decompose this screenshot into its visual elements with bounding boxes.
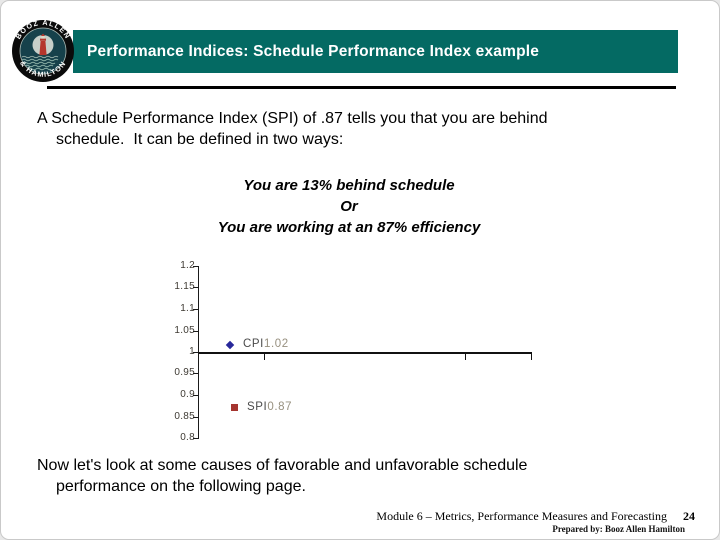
cpi-spi-chart: 1.2 1.15 1.1 1.05 1 0.95 0.9 0.85 0.8 CP… [151, 259, 551, 449]
y-tick-mark [193, 395, 198, 396]
quote-line: You are working at an 87% efficiency [217, 219, 481, 236]
x-tick-mark [264, 354, 265, 360]
x-axis-line [198, 352, 532, 354]
header-divider-rule [47, 86, 676, 89]
y-tick-mark [193, 352, 198, 353]
quote-line: Or [340, 198, 358, 215]
spi-data-point-marker [231, 404, 238, 411]
closing-paragraph: Now let's look at some causes of favorab… [37, 455, 527, 497]
spi-value: 0.87 [267, 401, 293, 413]
y-tick-label: 0.85 [174, 411, 195, 422]
cpi-series-name: CPI [243, 338, 264, 350]
y-tick-label: 0.8 [180, 432, 195, 443]
footer-module-title: Module 6 – Metrics, Performance Measures… [376, 509, 667, 523]
intro-paragraph-line: schedule. It can be defined in two ways: [56, 131, 344, 148]
y-tick-mark [193, 266, 198, 267]
slide-title: Performance Indices: Schedule Performanc… [87, 42, 540, 60]
booz-allen-hamilton-logo: BOOZ ALLEN & HAMILTON [12, 20, 74, 82]
lighthouse-icon [37, 33, 49, 58]
closing-paragraph-line: Now let's look at some causes of favorab… [37, 457, 528, 474]
y-tick-label: 1.1 [180, 303, 195, 314]
definition-quote-block: You are 13% behind schedule Or You are w… [99, 175, 599, 238]
y-tick-label: 0.95 [174, 367, 195, 378]
cpi-data-point-marker [225, 340, 235, 350]
spi-series-name: SPI [247, 401, 268, 413]
footer-page-number: 24 [683, 509, 695, 523]
cpi-data-label: CPI1.02 [243, 338, 289, 350]
spi-data-label: SPI0.87 [247, 401, 292, 413]
y-tick-mark [193, 438, 198, 439]
y-tick-mark [193, 287, 198, 288]
x-tick-mark [465, 354, 466, 360]
y-tick-mark [193, 373, 198, 374]
slide-title-bar: Performance Indices: Schedule Performanc… [73, 30, 678, 73]
y-tick-mark [193, 309, 198, 310]
y-tick-label: 1.15 [174, 281, 195, 292]
logo-waves [21, 55, 59, 71]
y-tick-mark [193, 331, 198, 332]
y-tick-mark [193, 417, 198, 418]
closing-paragraph-line: performance on the following page. [56, 478, 306, 495]
intro-paragraph: A Schedule Performance Index (SPI) of .8… [37, 108, 548, 150]
quote-line: You are 13% behind schedule [243, 177, 455, 194]
footer-prepared-by: Prepared by: Booz Allen Hamilton [552, 524, 685, 534]
y-tick-label: 1.2 [180, 260, 195, 271]
cpi-value: 1.02 [263, 338, 289, 350]
y-tick-label: 0.9 [180, 389, 195, 400]
y-tick-label: 1.05 [174, 325, 195, 336]
y-tick-label: 1 [151, 346, 195, 358]
intro-paragraph-line: A Schedule Performance Index (SPI) of .8… [37, 110, 548, 127]
x-tick-mark [531, 354, 532, 360]
